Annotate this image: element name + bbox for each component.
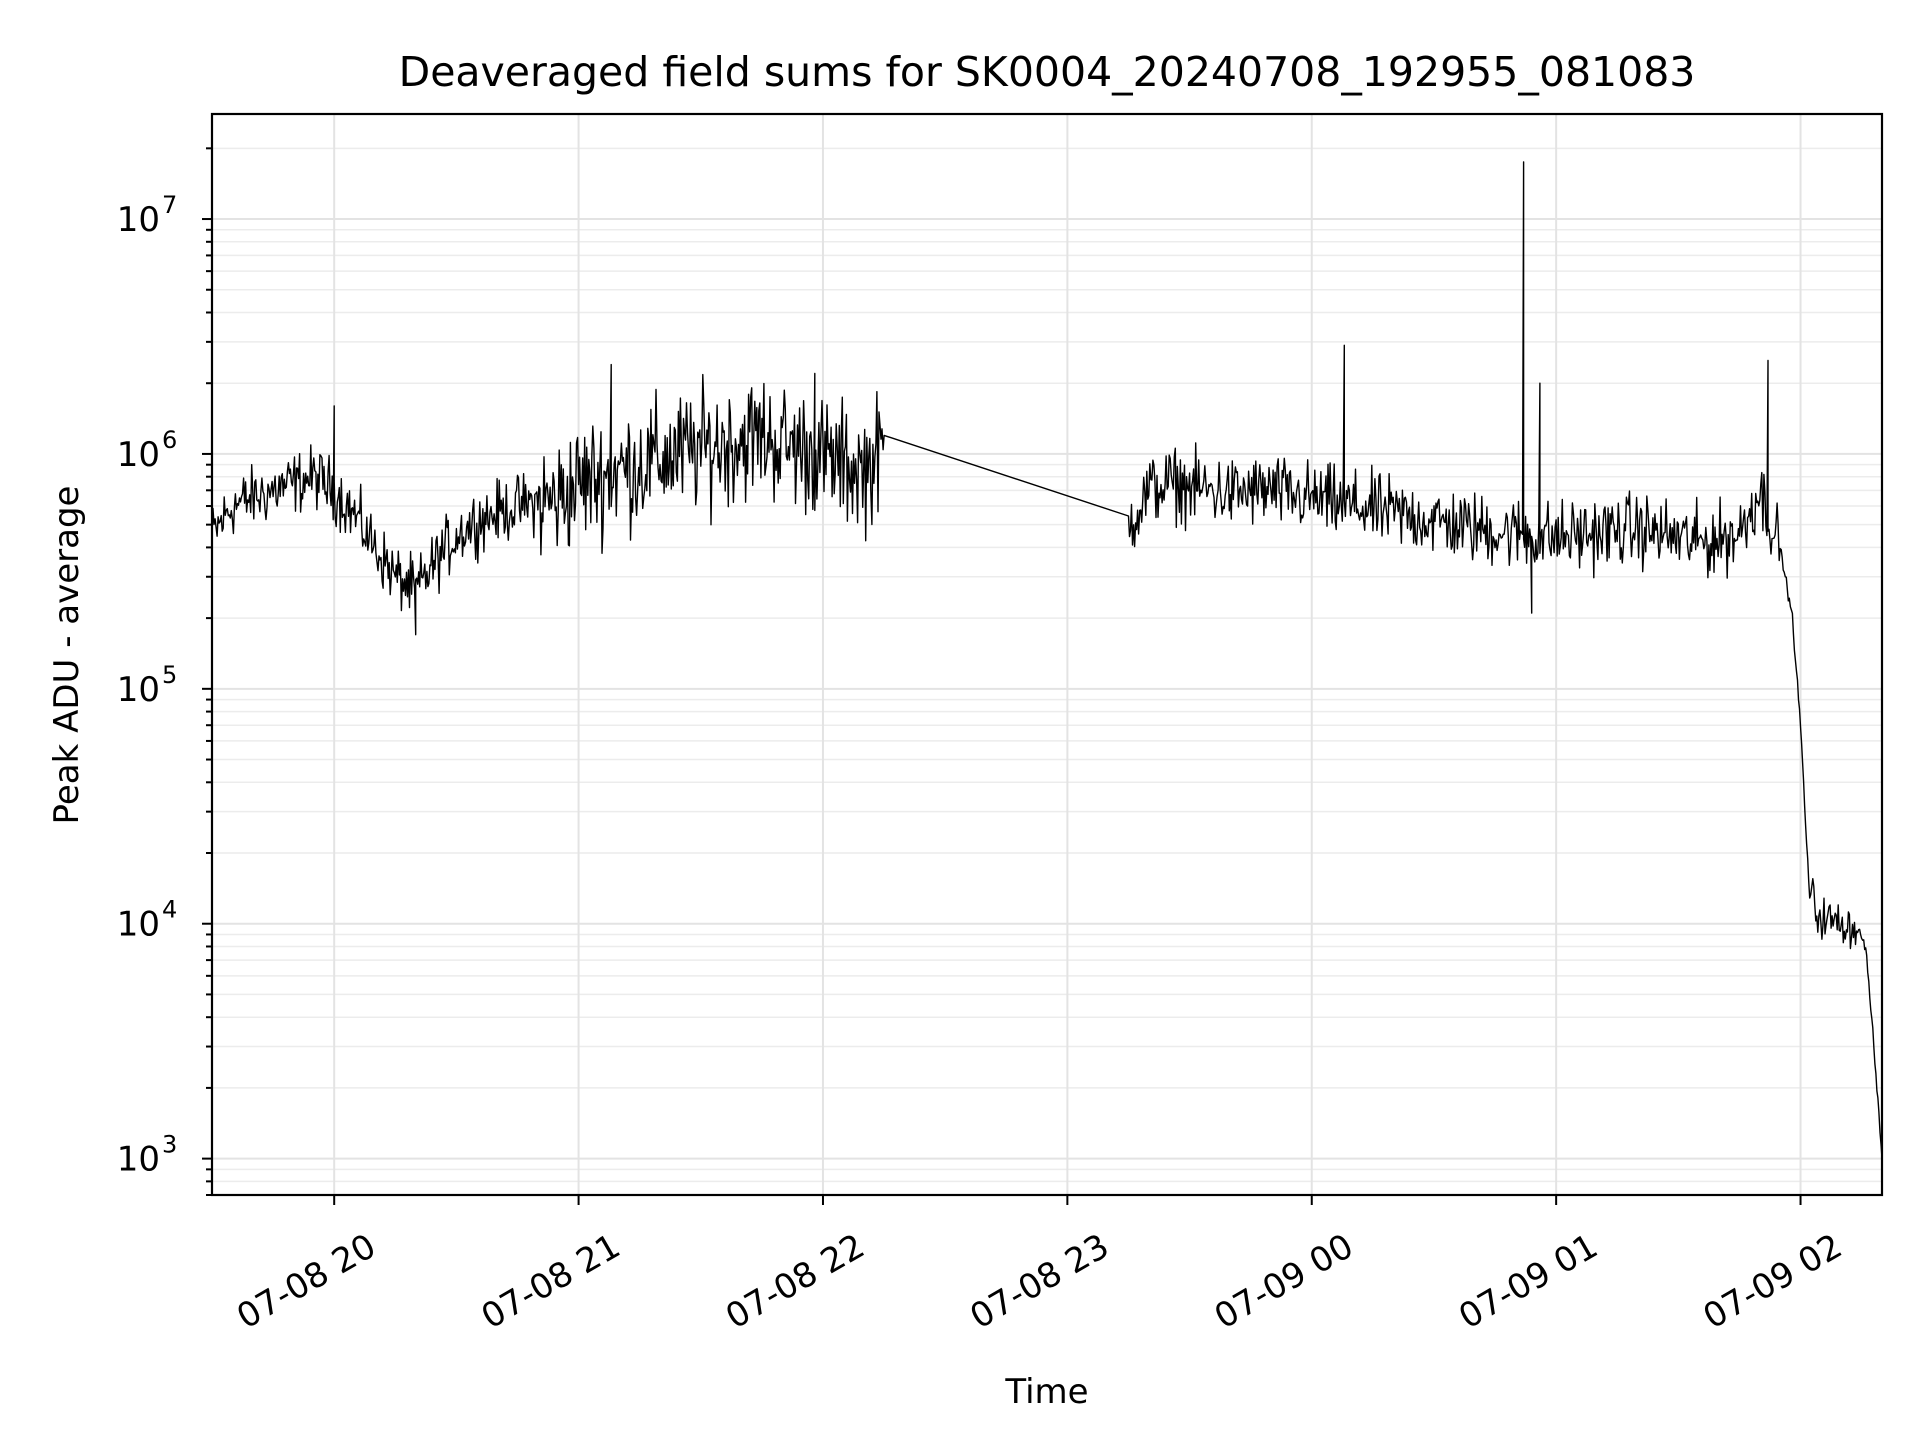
x-tick-label: 07-09 00	[1208, 1226, 1360, 1337]
y-tick-label: 10	[117, 905, 160, 945]
chart-title: Deaveraged field sums for SK0004_2024070…	[399, 48, 1696, 96]
x-tick-label: 07-09 01	[1452, 1226, 1604, 1337]
x-tick-label: 07-08 20	[230, 1226, 382, 1337]
x-tick-label: 07-08 22	[719, 1226, 871, 1337]
y-tick-label: 10	[117, 435, 160, 475]
y-tick-label-exponent: 4	[162, 896, 177, 924]
series-line	[211, 161, 1883, 1159]
y-tick-label-exponent: 3	[162, 1131, 177, 1159]
y-tick-label: 10	[117, 1140, 160, 1180]
plot-frame	[210, 112, 1884, 1197]
x-tick-label: 07-08 21	[475, 1226, 627, 1337]
x-tick-label: 07-08 23	[963, 1226, 1115, 1337]
y-tick-label-exponent: 7	[162, 191, 177, 219]
y-axis-label: Peak ADU - average	[47, 486, 87, 825]
grid-layer	[212, 114, 1882, 1196]
series-layer	[211, 161, 1883, 1159]
y-tick-label-exponent: 6	[162, 426, 177, 454]
y-tick-label: 10	[117, 670, 160, 710]
x-tick-label: 07-09 02	[1697, 1226, 1849, 1337]
y-tick-label-exponent: 5	[162, 661, 177, 689]
y-tick-label: 10	[117, 200, 160, 240]
x-axis-label: Time	[1004, 1372, 1088, 1412]
